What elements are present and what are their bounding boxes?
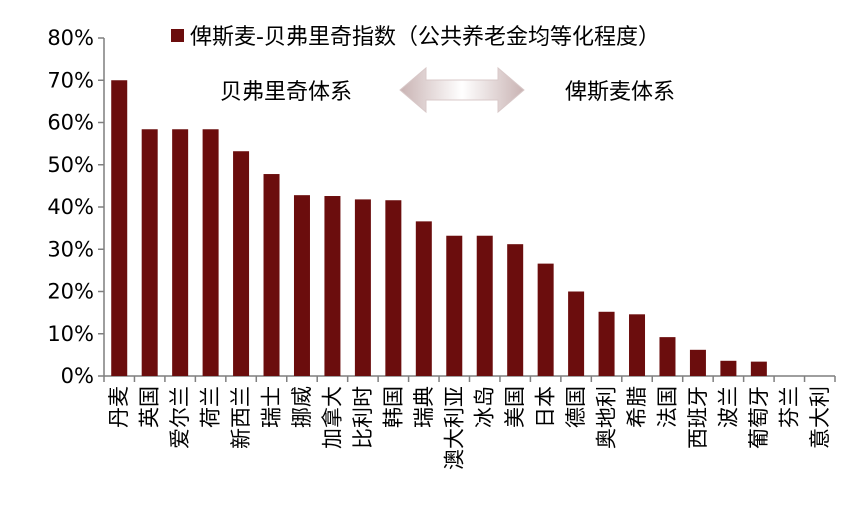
x-category-label: 意大利 — [808, 386, 832, 449]
x-category-label: 韩国 — [381, 386, 405, 428]
x-category-label: 日本 — [534, 386, 558, 428]
bar — [385, 200, 402, 376]
bar — [750, 361, 767, 376]
bar — [233, 151, 250, 376]
x-category-label: 西班牙 — [686, 386, 710, 449]
bar — [293, 195, 310, 376]
bar — [111, 80, 128, 376]
x-category-label: 比利时 — [351, 386, 375, 449]
x-category-label: 芬兰 — [777, 386, 801, 428]
x-category-label: 瑞典 — [412, 386, 436, 428]
legend-label: 俾斯麦-贝弗里奇指数（公共养老金均等化程度） — [190, 25, 660, 50]
bar — [354, 199, 371, 376]
bar — [568, 291, 585, 376]
bar — [689, 349, 706, 376]
double-arrow-icon — [399, 66, 525, 114]
x-category-label: 澳大利亚 — [442, 386, 466, 470]
x-category-label: 希腊 — [625, 386, 649, 428]
x-category-label: 美国 — [503, 386, 527, 428]
y-tick-label: 80% — [47, 26, 94, 50]
bar — [446, 235, 463, 376]
bar — [537, 263, 554, 376]
x-category-label: 英国 — [138, 386, 162, 428]
bar — [629, 314, 646, 376]
y-tick-label: 50% — [47, 153, 94, 177]
x-axis-labels: 丹麦 英国 爱尔兰 荷兰 新西兰 瑞士 挪威 加拿大 比利时 韩国 瑞典 澳大利亚 冰岛 美国 日本 德国 奥地… — [103, 376, 836, 470]
y-axis-ticks: 0% 10% 20% 30% 40% 50% 60% 70% 80% — [47, 26, 104, 388]
x-category-label: 奥地利 — [595, 386, 619, 449]
x-category-label: 德国 — [564, 386, 588, 428]
bar — [476, 235, 493, 376]
y-tick-label: 0% — [61, 364, 94, 388]
y-tick-label: 10% — [47, 322, 94, 346]
x-category-label: 挪威 — [290, 386, 314, 428]
legend-swatch — [171, 29, 184, 42]
x-category-label: 波兰 — [716, 386, 740, 428]
y-tick-label: 40% — [47, 195, 94, 219]
y-tick-label: 70% — [47, 68, 94, 92]
bar — [263, 174, 280, 376]
bar — [141, 129, 158, 376]
y-tick-label: 20% — [47, 280, 94, 304]
x-category-label: 丹麦 — [107, 386, 131, 428]
bar — [172, 129, 189, 376]
x-category-label: 新西兰 — [229, 386, 253, 449]
x-category-label: 法国 — [655, 386, 679, 428]
bar — [720, 360, 737, 376]
x-category-label: 葡萄牙 — [747, 386, 771, 449]
bar — [507, 244, 524, 376]
bars-group — [111, 80, 767, 376]
x-category-label: 荷兰 — [199, 386, 223, 428]
bar — [659, 337, 676, 376]
bar — [202, 129, 219, 376]
x-category-label: 冰岛 — [473, 386, 497, 428]
y-tick-label: 30% — [47, 237, 94, 261]
x-category-label: 爱尔兰 — [168, 386, 192, 449]
x-category-label: 加拿大 — [320, 386, 344, 449]
annotation-left-label: 贝弗里奇体系 — [220, 80, 352, 105]
bar — [415, 221, 432, 376]
y-tick-label: 60% — [47, 111, 94, 135]
bar — [598, 311, 615, 376]
annotation-right-label: 俾斯麦体系 — [565, 80, 675, 105]
bar — [324, 196, 341, 376]
x-category-label: 瑞士 — [260, 386, 284, 428]
